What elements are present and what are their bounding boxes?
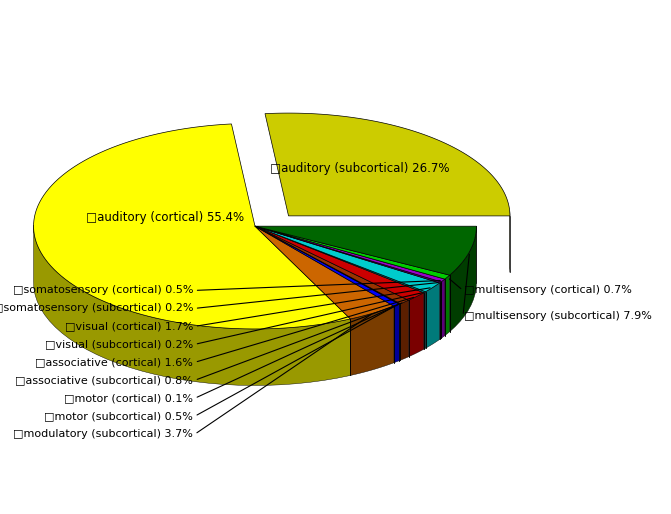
Text: □visual (cortical) 1.7%: □visual (cortical) 1.7% xyxy=(65,321,193,332)
Polygon shape xyxy=(34,225,350,386)
Polygon shape xyxy=(394,304,399,363)
Polygon shape xyxy=(441,279,445,338)
Text: □multisensory (cortical) 0.7%: □multisensory (cortical) 0.7% xyxy=(464,285,632,296)
Text: □auditory (subcortical) 26.7%: □auditory (subcortical) 26.7% xyxy=(270,162,450,175)
Polygon shape xyxy=(450,226,476,332)
Polygon shape xyxy=(255,226,399,306)
Text: □associative (cortical) 1.6%: □associative (cortical) 1.6% xyxy=(36,357,193,368)
Polygon shape xyxy=(255,226,425,292)
Polygon shape xyxy=(445,275,450,336)
Polygon shape xyxy=(255,226,401,304)
Polygon shape xyxy=(255,226,440,292)
Polygon shape xyxy=(255,226,476,275)
Polygon shape xyxy=(425,283,440,348)
Polygon shape xyxy=(255,226,394,319)
Text: □auditory (cortical) 55.4%: □auditory (cortical) 55.4% xyxy=(87,211,244,224)
Polygon shape xyxy=(255,226,441,283)
Text: □motor (subcortical) 0.5%: □motor (subcortical) 0.5% xyxy=(44,411,193,421)
Text: □motor (cortical) 0.1%: □motor (cortical) 0.1% xyxy=(64,393,193,403)
Polygon shape xyxy=(350,306,394,375)
Polygon shape xyxy=(440,282,441,339)
Polygon shape xyxy=(401,300,409,360)
Polygon shape xyxy=(255,226,409,304)
Text: □somatosensory (subcortical) 0.2%: □somatosensory (subcortical) 0.2% xyxy=(0,303,193,314)
Text: □associative (subcortical) 0.8%: □associative (subcortical) 0.8% xyxy=(15,375,193,386)
Text: □modulatory (subcortical) 3.7%: □modulatory (subcortical) 3.7% xyxy=(13,429,193,439)
Text: □multisensory (subcortical) 7.9%: □multisensory (subcortical) 7.9% xyxy=(464,311,652,321)
Text: □somatosensory (cortical) 0.5%: □somatosensory (cortical) 0.5% xyxy=(13,285,193,296)
Text: □visual (subcortical) 0.2%: □visual (subcortical) 0.2% xyxy=(45,339,193,350)
Polygon shape xyxy=(255,226,424,300)
Polygon shape xyxy=(409,292,424,357)
Polygon shape xyxy=(255,226,445,282)
Polygon shape xyxy=(34,124,350,329)
Polygon shape xyxy=(255,226,450,279)
Polygon shape xyxy=(424,292,425,349)
Polygon shape xyxy=(265,113,510,216)
